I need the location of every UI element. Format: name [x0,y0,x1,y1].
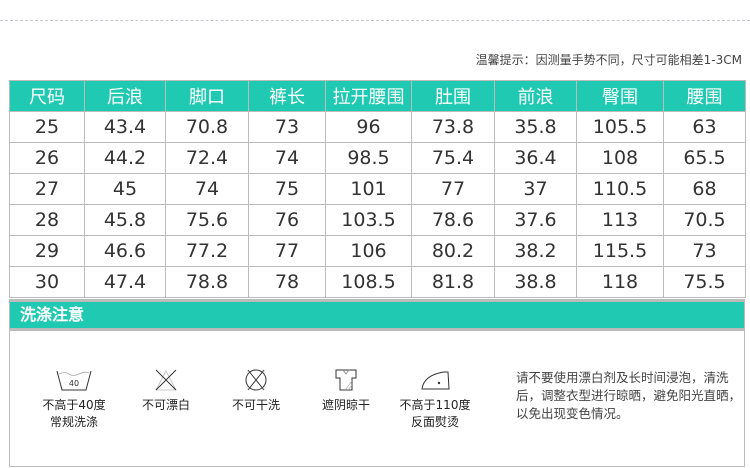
care-label: 反面熨烫 [410,415,459,429]
no-dry-clean-icon [245,369,267,391]
table-cell: 65.5 [663,142,746,174]
table-cell: 101 [325,173,412,205]
table-cell: 80.2 [411,235,495,267]
wash-40-icon: 40 [56,370,92,391]
table-cell: 35.8 [494,111,577,143]
table-cell: 113 [576,204,664,236]
column-header: 裤长 [248,80,326,112]
table-cell: 47.4 [84,266,166,298]
column-header: 脚口 [165,80,249,112]
iron-icon [421,371,450,390]
table-cell: 76 [248,204,326,236]
table-cell: 63 [663,111,746,143]
table-cell: 103.5 [325,204,412,236]
table-cell: 26 [9,142,85,174]
column-header: 臀围 [576,80,664,112]
table-cell: 37 [494,173,577,205]
column-header: 前浪 [494,80,577,112]
table-cell: 45.8 [84,204,166,236]
column-header: 尺码 [9,80,85,112]
care-label: 不可干洗 [231,398,280,412]
table-row: 27 45 74 75 101 77 37 110.5 68 [9,173,746,205]
table-row: 26 44.2 72.4 74 98.5 75.4 36.4 108 65.5 [9,142,746,174]
table-cell: 74 [165,173,249,205]
table-row: 29 46.6 77.2 77 106 80.2 38.2 115.5 73 [9,235,746,267]
table-cell: 68 [663,173,746,205]
column-header: 拉开腰围 [325,80,412,112]
care-item-bleach: 不可漂白 [121,369,211,414]
table-cell: 75.6 [165,204,249,236]
table-cell: 44.2 [84,142,166,174]
table-cell: 108 [576,142,664,174]
table-cell: 28 [9,204,85,236]
table-cell: 75.5 [663,266,746,298]
table-cell: 77 [248,235,326,267]
care-label: 不高于40度 [42,398,106,412]
table-cell: 25 [9,111,85,143]
table-cell: 27 [9,173,85,205]
table-cell: 106 [325,235,412,267]
table-cell: 30 [9,266,85,298]
care-item-dryclean: 不可干洗 [211,369,301,414]
care-description: 请不要使用漂白剂及长时间浸泡，清洗后，调整衣型进行晾晒，避免阳光直晒，以免出现变… [516,370,742,421]
table-cell: 78 [248,266,326,298]
table-cell: 77.2 [165,235,249,267]
table-cell: 110.5 [576,173,664,205]
table-cell: 118 [576,266,664,298]
table-cell: 98.5 [325,142,412,174]
table-cell: 115.5 [576,235,664,267]
table-cell: 29 [9,235,85,267]
table-cell: 78.6 [411,204,495,236]
table-cell: 75 [248,173,326,205]
size-note: 温馨提示：因测量手势不同，尺寸可能相差1-3CM [475,53,742,67]
table-cell: 37.6 [494,204,577,236]
size-table: 尺码 后浪 脚口 裤长 拉开腰围 肚围 前浪 臀围 腰围 25 43.4 70.8 73 96 73.8 3… [9,80,746,298]
table-cell: 73 [248,111,326,143]
care-label: 常规洗涤 [49,415,98,429]
column-header: 肚围 [411,80,495,112]
table-cell: 108.5 [325,266,412,298]
dashed-divider [0,20,750,21]
table-cell: 73 [663,235,746,267]
table-cell: 43.4 [84,111,166,143]
table-row: 25 43.4 70.8 73 96 73.8 35.8 105.5 63 [9,111,746,143]
table-cell: 45 [84,173,166,205]
table-cell: 105.5 [576,111,664,143]
wash-temp: 40 [69,379,79,388]
table-cell: 38.2 [494,235,577,267]
table-cell: 46.6 [84,235,166,267]
care-label: 遮阴晾干 [321,398,370,412]
table-cell: 70.5 [663,204,746,236]
wash-title: 洗涤注意 [10,299,744,331]
header-row: 尺码 后浪 脚口 裤长 拉开腰围 肚围 前浪 臀围 腰围 [9,80,746,112]
wash-section: 洗涤注意 40 不高于40度 常规洗涤 不可漂白 不可干洗 遮阴晾干 不高于11… [9,299,745,467]
column-header: 腰围 [663,80,746,112]
table-cell: 75.4 [411,142,495,174]
column-header: 后浪 [84,80,166,112]
table-row: 28 45.8 75.6 76 103.5 78.6 37.6 113 70.5 [9,204,746,236]
table-cell: 72.4 [165,142,249,174]
table-cell: 74 [248,142,326,174]
table-cell: 38.8 [494,266,577,298]
table-cell: 77 [411,173,495,205]
table-cell: 96 [325,111,412,143]
care-label: 不可漂白 [141,398,190,412]
table-cell: 73.8 [411,111,495,143]
table-cell: 78.8 [165,266,249,298]
care-item-iron: 不高于110度 反面熨烫 [390,369,480,431]
care-label: 不高于110度 [399,398,471,412]
care-item-wash: 40 不高于40度 常规洗涤 [29,369,119,431]
table-cell: 70.8 [165,111,249,143]
care-item-shade-dry: 遮阴晾干 [301,369,391,414]
table-cell: 36.4 [494,142,577,174]
table-row: 30 47.4 78.8 78 108.5 81.8 38.8 118 75.5 [9,266,746,298]
table-cell: 81.8 [411,266,495,298]
shade-dry-icon [335,369,357,391]
no-bleach-icon [155,369,177,391]
